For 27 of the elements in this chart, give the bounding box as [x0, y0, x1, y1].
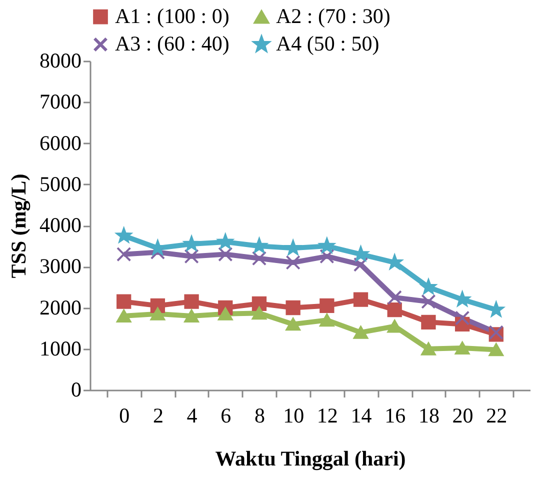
y-tick-label: 0 [71, 378, 82, 402]
legend-label: A3 : (60 : 40) [115, 32, 230, 56]
x-tick-label: 22 [486, 404, 508, 428]
x-tick-label: 10 [283, 404, 304, 428]
x-tick-label: 8 [254, 404, 265, 428]
y-axis-title: TSS (mg/L) [6, 174, 30, 278]
x-axis-title: Waktu Tinggal (hari) [215, 446, 406, 470]
y-tick-label: 2000 [40, 295, 82, 320]
x-tick-label: 14 [350, 404, 372, 428]
legend-label: A2 : (70 : 30) [276, 4, 390, 28]
x-tick-label: 20 [452, 404, 474, 428]
y-tick-label: 8000 [40, 48, 82, 72]
y-tick-label: 5000 [40, 172, 82, 196]
x-tick-label: 2 [152, 404, 164, 428]
legend-label: A1 : (100 : 0) [115, 4, 230, 28]
y-tick-label: 7000 [40, 90, 82, 114]
x-tick-label: 6 [220, 404, 232, 428]
x-tick-label: 16 [384, 404, 406, 428]
y-tick-label: 6000 [40, 130, 82, 155]
x-tick-label: 18 [418, 404, 440, 428]
y-tick-label: 3000 [40, 254, 82, 278]
x-tick-label: 0 [119, 404, 130, 428]
y-tick-label: 1000 [40, 336, 82, 360]
x-tick-label: 12 [316, 404, 338, 428]
y-tick-label: 4000 [40, 213, 82, 237]
x-tick-label: 4 [186, 404, 198, 428]
legend-label: A4 (50 : 50) [276, 32, 380, 56]
